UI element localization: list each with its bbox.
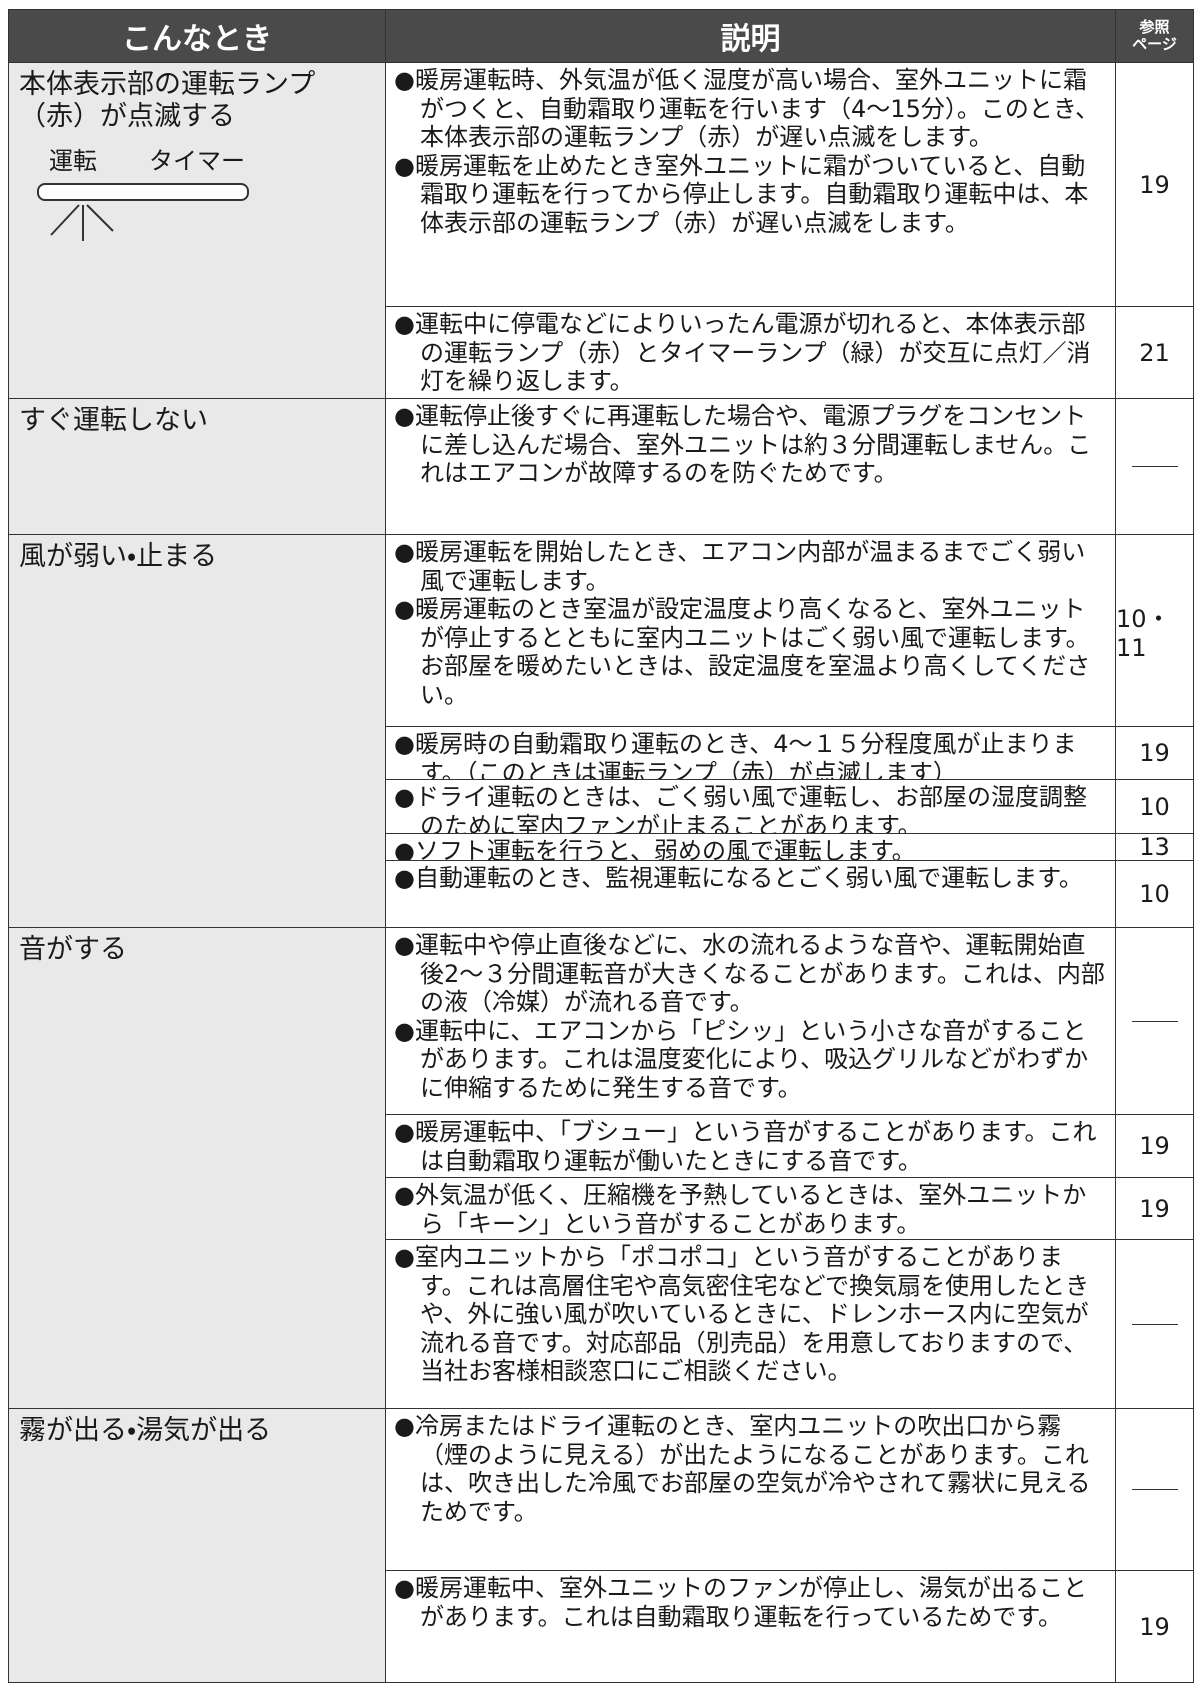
- description-cell: ●運転中や停止直後などに、水の流れるような音や、運転開始直後2〜３分間運転音が大…: [385, 927, 1116, 1115]
- lamp-rays: [39, 201, 129, 269]
- description-item: ●暖房時の自動霜取り運転のとき、4〜１５分程度風が止まります。（このときは運転ラ…: [394, 730, 1077, 780]
- header-situation: こんなとき: [8, 9, 386, 63]
- description-cell: ●冷房またはドライ運転のとき、室内ユニットの吹出口から霧（煙のように見える）が出…: [385, 1408, 1116, 1571]
- page-ref: 10: [1139, 880, 1170, 908]
- description-item: ●暖房運転中、「ブシュー」という音がすることがあります。これは自動霜取り運転が働…: [394, 1118, 1097, 1175]
- lamp-label: 運転: [49, 147, 97, 175]
- page-ref: 19: [1139, 170, 1170, 199]
- page-cell: 19: [1115, 1570, 1194, 1683]
- header-text: ページ: [1132, 35, 1177, 53]
- situation-cell: 本体表示部の運転ランプ （赤）が点滅する運転 タイマー: [8, 62, 386, 399]
- situation-cell: 音がする: [8, 927, 386, 1409]
- description-cell: ●運転中に停電などによりいったん電源が切れると、本体表示部の運転ランプ（赤）とタ…: [385, 306, 1116, 399]
- description-cell: ●外気温が低く、圧縮機を予熱しているときは、室外ユニットから「キーン」という音が…: [385, 1177, 1116, 1240]
- page-ref: 19: [1139, 1132, 1170, 1160]
- description-cell: ●ソフト運転を行うと、弱めの風で運転します。: [385, 833, 1116, 861]
- header-description: 説明: [385, 9, 1116, 63]
- description-item: ●室内ユニットから「ポコポコ」という音がすることがあります。これは高層住宅や高気…: [394, 1243, 1090, 1385]
- page-cell: [1115, 1408, 1194, 1571]
- description-item: ●暖房運転中、室外ユニットのファンが停止し、湯気が出ることがあります。これは自動…: [394, 1574, 1087, 1631]
- page-cell: 10: [1115, 860, 1194, 928]
- description-cell: ●暖房時の自動霜取り運転のとき、4〜１５分程度風が止まります。（このときは運転ラ…: [385, 726, 1116, 780]
- situation-cell: すぐ運転しない: [8, 398, 386, 535]
- situation-cell: 風が弱い・止まる: [8, 534, 386, 928]
- description-cell: ●運転停止後すぐに再運転した場合や、電源プラグをコンセントに差し込んだ場合、室外…: [385, 398, 1116, 535]
- page-ref: 13: [1139, 833, 1170, 861]
- page-cell: 10・11: [1115, 534, 1194, 727]
- lamp-bar: [37, 183, 249, 201]
- page-ref: 21: [1139, 338, 1170, 367]
- description-item: ●ソフト運転を行うと、弱めの風で運転します。: [394, 837, 916, 861]
- page-ref: 10・11: [1116, 605, 1171, 662]
- description-item: ●ドライ運転のときは、ごく弱い風で運転し、お部屋の湿度調整のために室内ファンが止…: [394, 783, 1087, 834]
- description-item: ●暖房運転時、外気温が低く湿度が高い場合、室外ユニットに霜がつくと、自動霜取り運…: [394, 66, 1100, 151]
- situation-text: 風が弱い・止まる: [19, 541, 218, 572]
- description-item: ●暖房運転のとき室温が設定温度より高くなると、室外ユニットが停止するとともに室内…: [394, 595, 1091, 709]
- no-page-dash: [1131, 1020, 1178, 1022]
- description-cell: ●暖房運転時、外気温が低く湿度が高い場合、室外ユニットに霜がつくと、自動霜取り運…: [385, 62, 1116, 307]
- no-page-dash: [1131, 1323, 1178, 1325]
- page-cell: 19: [1115, 62, 1194, 307]
- description-item: ●運転中に、エアコンから「ピシッ」という小さな音がすることがあります。これは温度…: [394, 1016, 1089, 1102]
- header-text: こんなとき: [122, 22, 272, 57]
- rays: [50, 204, 114, 241]
- description-cell: ●暖房運転中、「ブシュー」という音がすることがあります。これは自動霜取り運転が働…: [385, 1114, 1116, 1178]
- header-text: 参照: [1139, 18, 1170, 36]
- description-cell: ●自動運転のとき、監視運転になるとごく弱い風で運転します。: [385, 860, 1116, 928]
- description-item: ●自動運転のとき、監視運転になるとごく弱い風で運転します。: [394, 864, 1083, 892]
- page-cell: [1115, 398, 1194, 535]
- page-cell: 19: [1115, 1114, 1194, 1178]
- description-item: ●運転停止後すぐに再運転した場合や、電源プラグをコンセントに差し込んだ場合、室外…: [394, 402, 1092, 487]
- page-ref: 19: [1139, 739, 1170, 767]
- page-cell: [1115, 1239, 1194, 1409]
- situation-text: 霧が出る・湯気が出る: [19, 1415, 272, 1446]
- header-text: 説明: [720, 22, 781, 57]
- description-item: ●運転中に停電などによりいったん電源が切れると、本体表示部の運転ランプ（赤）とタ…: [394, 310, 1091, 395]
- page-cell: 19: [1115, 1177, 1194, 1240]
- situation-text: 本体表示部の運転ランプ: [19, 69, 316, 100]
- page-cell: 19: [1115, 726, 1194, 780]
- no-page-dash: [1131, 466, 1178, 467]
- page-ref: 10: [1139, 792, 1170, 821]
- description-cell: ●ドライ運転のときは、ごく弱い風で運転し、お部屋の湿度調整のために室内ファンが止…: [385, 779, 1116, 834]
- description-item: ●冷房またはドライ運転のとき、室内ユニットの吹出口から霧（煙のように見える）が出…: [394, 1412, 1091, 1526]
- page-cell: [1115, 927, 1194, 1115]
- situation-text: （赤）が点滅する: [19, 101, 235, 132]
- lamp-label: タイマー: [149, 147, 245, 175]
- description-cell: ●暖房運転中、室外ユニットのファンが停止し、湯気が出ることがあります。これは自動…: [385, 1570, 1116, 1683]
- description-cell: ●暖房運転を開始したとき、エアコン内部が温まるまでごく弱い風で運転します。 ●暖房…: [385, 534, 1116, 727]
- page-ref: 19: [1139, 1612, 1170, 1641]
- description-item: ●暖房運転を止めたとき室外ユニットに霜がついていると、自動霜取り運転を行ってから…: [394, 151, 1089, 237]
- situation-text: すぐ運転しない: [19, 405, 208, 436]
- lamp-illustration: 運転 タイマー: [19, 141, 375, 261]
- situation-cell: 霧が出る・湯気が出る: [8, 1408, 386, 1683]
- description-item: ●外気温が低く、圧縮機を予熱しているときは、室外ユニットから「キーン」という音が…: [394, 1181, 1087, 1238]
- no-page-dash: [1131, 1489, 1178, 1490]
- page-ref: 19: [1139, 1194, 1170, 1223]
- header-page: 参照 ページ: [1115, 9, 1194, 63]
- description-cell: ●室内ユニットから「ポコポコ」という音がすることがあります。これは高層住宅や高気…: [385, 1239, 1116, 1409]
- page-cell: 10: [1115, 779, 1194, 834]
- description-item: ●運転中や停止直後などに、水の流れるような音や、運転開始直後2〜３分間運転音が大…: [394, 931, 1105, 1016]
- page-cell: 21: [1115, 306, 1194, 399]
- page-cell: 13: [1115, 833, 1194, 861]
- situation-text: 音がする: [19, 934, 127, 965]
- description-item: ●暖房運転を開始したとき、エアコン内部が温まるまでごく弱い風で運転します。: [394, 538, 1086, 595]
